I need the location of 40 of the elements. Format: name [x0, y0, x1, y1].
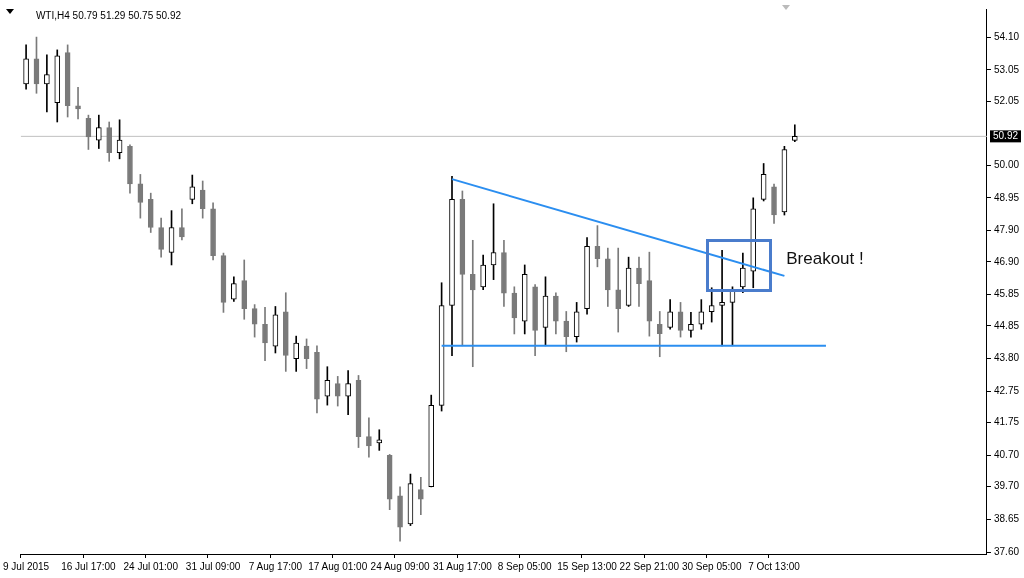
- y-tick-label: 41.75: [993, 416, 1020, 428]
- x-tick-label: 15 Sep 13:00: [557, 560, 618, 572]
- candlestick: [719, 249, 725, 347]
- y-tick-label: 50.00: [993, 158, 1020, 170]
- y-tick-label: 38.65: [993, 513, 1020, 525]
- candlestick: [376, 429, 383, 451]
- x-tick-label: 24 Jul 01:00: [123, 560, 179, 572]
- chart-title: WTI,H4 50.79 51.29 50.75 50.92: [35, 9, 182, 21]
- candlestick: [791, 124, 798, 142]
- x-tick-label: 16 Jul 17:00: [61, 560, 117, 572]
- y-tick-label: 45.85: [993, 288, 1020, 300]
- annotation: Breakout !: [786, 249, 864, 269]
- x-tick-label: 31 Aug 17:00: [432, 560, 493, 572]
- x-tick-label: 7 Aug 17:00: [248, 560, 303, 572]
- candlestick: [366, 417, 372, 458]
- y-tick-label: 52.05: [993, 94, 1020, 106]
- y-tick-label: 44.85: [993, 319, 1020, 331]
- y-tick-label: 43.80: [993, 352, 1020, 364]
- x-tick-label: 9 Jul 2015: [3, 560, 50, 572]
- x-tick-label: 17 Aug 01:00: [308, 560, 368, 572]
- ref-line-label: 50.92: [992, 130, 1019, 142]
- candlestick: [44, 54, 50, 113]
- y-tick-label: 37.60: [993, 545, 1020, 557]
- candlestick: [615, 247, 622, 333]
- x-tick-label: 24 Aug 09:00: [370, 560, 430, 572]
- x-tick-label: 7 Oct 13:00: [748, 560, 801, 572]
- y-tick-label: 42.75: [993, 385, 1020, 397]
- candlestick: [469, 239, 476, 368]
- y-tick-label: 48.95: [993, 191, 1020, 203]
- x-tick-label: 30 Sep 05:00: [681, 560, 742, 572]
- y-tick-label: 39.70: [993, 480, 1020, 492]
- y-tick-label: 46.90: [993, 255, 1020, 267]
- y-tick-label: 54.10: [993, 30, 1020, 42]
- candlestick: [75, 87, 81, 120]
- y-tick-label: 40.70: [993, 449, 1020, 461]
- x-tick-label: 8 Sep 05:00: [497, 560, 553, 572]
- x-tick-label: 31 Jul 09:00: [185, 560, 241, 572]
- y-tick-label: 47.90: [993, 224, 1020, 236]
- x-tick-label: 22 Sep 21:00: [619, 560, 680, 572]
- y-tick-label: 53.05: [993, 63, 1020, 75]
